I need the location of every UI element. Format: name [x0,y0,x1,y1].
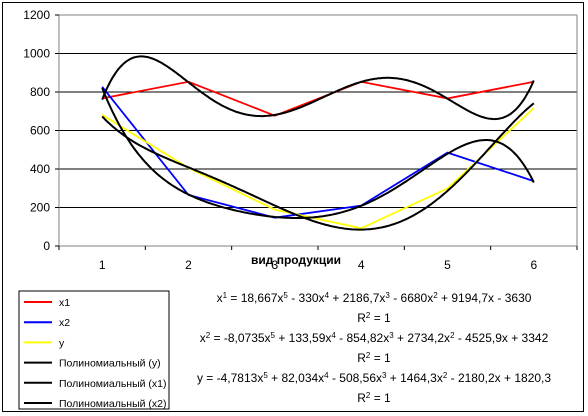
legend-label: x1 [59,297,70,309]
legend-label: Полиномиальный (x2) [59,398,167,410]
r-squared-text: R2 = 1 [357,351,391,366]
legend-label: Полиномиальный (x1) [59,378,167,390]
legend: x1 x2 y Полиномиальный (y) Полиномиальный (x… [24,297,167,410]
y-tick-label: 600 [30,124,50,138]
trendline-group [101,55,535,231]
x-tick-label: 1 [99,258,106,272]
equation-text: y = -4,7813x5 + 82,034x4 - 508,56x3 + 14… [197,371,551,386]
x-axis-title: вид продукции [251,253,341,267]
legend-box [18,290,170,410]
x-tick-label: 3 [271,258,278,272]
trendline-3 [101,87,535,219]
r-squared-text: R2 = 1 [357,391,391,406]
legend-label: y [59,337,65,349]
equation-text: x2 = -8,0735x5 + 133,59x4 - 854,82x3 + 2… [200,331,549,346]
series-line-x2 [101,86,535,219]
y-tick-label: 0 [43,239,50,253]
y-tick-label: 400 [30,162,50,176]
x-tick-label: 6 [530,258,537,272]
axis-ticks: 0 200 400 600 800 1000 1200 1 2 3 4 5 6 [23,8,578,272]
r-squared-text: R2 = 1 [357,311,391,326]
x-tick-label: 2 [185,258,192,272]
legend-label: Полиномиальный (y) [59,358,161,370]
legend-label: x2 [59,317,70,329]
equation-text: x1 = 18,667x5 - 330x4 + 2186,7x3 - 6680x… [217,291,532,306]
y-tick-label: 200 [30,201,50,215]
x-tick-label: 4 [358,258,365,272]
trendline-2 [101,55,535,121]
trendline-equations: x1 = 18,667x5 - 330x4 + 2186,7x3 - 6680x… [197,291,551,406]
series-line-y [101,107,535,230]
y-tick-label: 1000 [23,47,50,61]
y-tick-label: 1200 [23,8,50,22]
y-tick-label: 800 [30,85,50,99]
x-tick-label: 5 [444,258,451,272]
trendline-1 [101,102,535,231]
